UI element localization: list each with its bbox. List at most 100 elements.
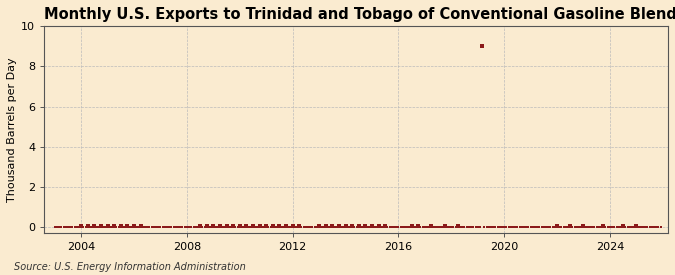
Point [288,224,298,229]
Point [138,225,148,230]
Point [633,225,644,230]
Point [384,225,395,230]
Point [65,225,76,230]
Point [246,225,256,230]
Point [389,225,400,230]
Point [335,225,346,230]
Point [327,224,338,229]
Point [314,224,325,229]
Point [78,225,88,230]
Point [649,225,659,230]
Point [410,225,421,230]
Point [325,225,335,230]
Point [107,225,117,230]
Point [395,225,406,230]
Point [148,225,159,230]
Point [285,225,296,230]
Point [259,225,269,230]
Point [415,225,426,230]
Point [479,225,490,230]
Point [265,225,276,230]
Point [468,225,479,230]
Point [298,225,309,230]
Point [184,225,194,230]
Point [541,225,551,230]
Point [331,225,342,230]
Point [461,225,472,230]
Point [248,224,259,229]
Point [140,225,151,230]
Point [616,225,626,230]
Point [532,225,543,230]
Point [278,225,289,230]
Point [393,225,404,230]
Point [525,225,536,230]
Point [89,224,100,229]
Point [499,225,510,230]
Point [472,225,483,230]
Point [431,225,441,230]
Point [441,225,452,230]
Point [455,225,466,230]
Point [443,225,454,230]
Point [177,225,188,230]
Point [618,224,628,229]
Point [622,225,633,230]
Point [373,224,384,229]
Point [67,225,78,230]
Point [186,225,196,230]
Point [91,225,102,230]
Point [333,224,344,229]
Point [602,225,613,230]
Point [417,225,428,230]
Point [419,225,430,230]
Point [567,225,578,230]
Point [100,225,111,230]
Point [558,225,569,230]
Point [614,225,624,230]
Point [256,225,267,230]
Point [323,225,333,230]
Point [122,224,133,229]
Point [111,225,122,230]
Point [340,224,351,229]
Point [164,225,175,230]
Point [175,225,186,230]
Point [497,225,508,230]
Point [124,225,135,230]
Point [510,225,520,230]
Point [80,225,91,230]
Point [595,225,606,230]
Point [450,225,461,230]
Point [386,225,397,230]
Point [292,225,302,230]
Point [58,225,69,230]
Text: Monthly U.S. Exports to Trinidad and Tobago of Conventional Gasoline Blending Co: Monthly U.S. Exports to Trinidad and Tob… [44,7,675,22]
Point [307,225,318,230]
Point [215,224,225,229]
Point [572,225,583,230]
Point [439,224,450,229]
Point [549,225,560,230]
Point [539,225,549,230]
Point [318,225,329,230]
Point [635,225,646,230]
Point [512,225,522,230]
Point [408,225,419,230]
Point [536,225,547,230]
Point [302,225,313,230]
Point [574,225,585,230]
Point [380,224,391,229]
Point [609,225,620,230]
Point [74,225,84,230]
Point [252,225,263,230]
Point [530,225,541,230]
Point [437,225,448,230]
Point [294,224,304,229]
Point [560,225,571,230]
Point [452,224,463,229]
Point [367,224,377,229]
Point [587,225,597,230]
Point [213,225,223,230]
Point [76,224,86,229]
